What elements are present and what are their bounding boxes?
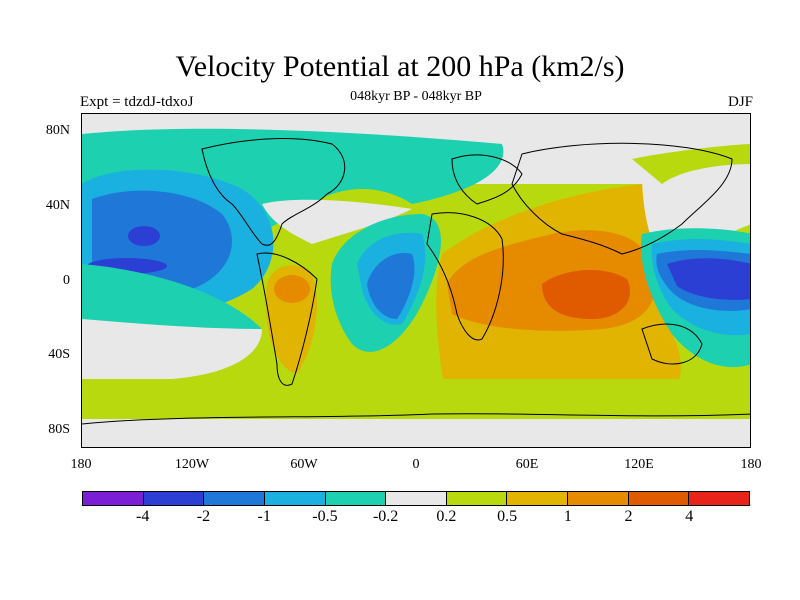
colorbar-cell [386,492,447,505]
field-antarctic-neutral [82,419,750,447]
colorbar-cell [143,492,205,505]
field-namer-neutral [262,199,412,244]
colorbar-label: 0.5 [497,508,518,525]
plot-title: Velocity Potential at 200 hPa (km2/s) [175,50,625,83]
season-label: DJF [727,94,753,110]
lon-tick-label: 60W [290,457,318,472]
lat-tick-label: 0 [63,273,70,288]
colorbar [82,491,750,506]
field-south-green [82,379,750,419]
lon-tick-label: 60E [515,457,539,472]
colorbar-cell [325,492,387,505]
lat-tick-label: 40S [48,347,70,362]
colorbar-label: -0.2 [372,508,399,525]
colorbar-cell [568,492,629,505]
lon-tick-label: 120E [624,457,654,472]
colorbar-label: -0.5 [312,508,338,525]
colorbar-cell [446,492,508,505]
colorbar-cell [507,492,569,505]
colorbar-label: 1 [563,508,572,525]
field-io-red [542,269,631,319]
colorbar-cell [83,492,144,505]
field-atl-mid [367,253,415,319]
colorbar-cell [628,492,690,505]
colorbar-cell [689,492,750,505]
colorbar-cell [204,492,265,505]
colorbar-label: 2 [624,508,633,525]
lat-tick-label: 40N [45,198,70,213]
experiment-label: Expt = tdzdJ-tdxoJ [80,94,194,110]
field-npac-core [128,226,160,246]
colorbar-label: -4 [136,508,150,525]
lon-tick-label: 120W [174,457,210,472]
field-wpac-core [667,258,750,300]
colorbar-label: -1 [257,508,271,525]
colorbar-label: 4 [685,508,694,525]
field-easia-green [632,144,750,184]
map-panel [81,113,751,448]
field-spac-teal [82,264,262,329]
colorbar-label: -2 [196,508,211,525]
plot-subtitle: 048kyr BP - 048kyr BP [350,89,482,104]
lon-tick-label: 0 [412,457,420,472]
field-samer-orange [274,275,310,303]
lat-tick-label: 80S [48,422,70,437]
coastlines [82,138,750,425]
colorbar-cell [264,492,326,505]
velocity-potential-field [82,114,750,447]
lat-tick-label: 80N [45,123,70,138]
lon-tick-label: 180 [740,457,762,472]
lon-tick-label: 180 [70,457,92,472]
field-spac-neutral [82,314,262,379]
colorbar-label: 0.2 [436,508,457,525]
